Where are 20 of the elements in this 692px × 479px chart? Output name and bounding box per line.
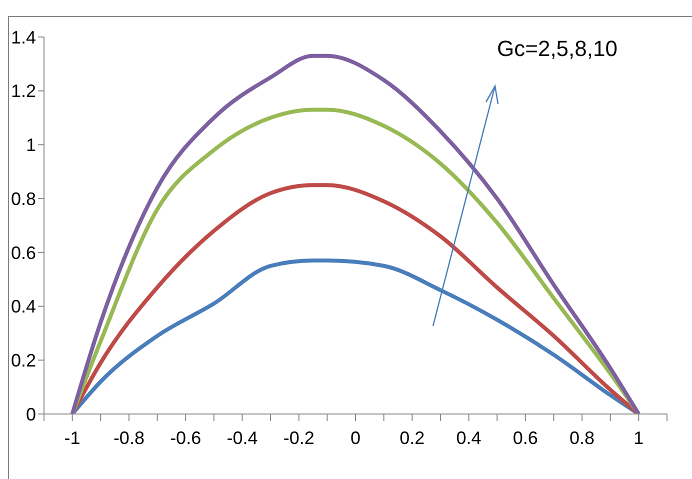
x-tick-label: -0.6 [170,428,202,448]
x-tick-label: 0.2 [400,428,425,448]
annotation: Gc=2,5,8,10 [497,36,618,62]
x-tick-label: 1 [634,428,644,448]
y-tick-label: 1.4 [10,27,36,48]
y-tick-label: 0.6 [10,242,36,263]
x-tick-label: 0.8 [570,428,595,448]
y-tick-label: 1 [26,135,36,156]
x-tick-label: -1 [64,428,80,448]
y-tick-label: 0.2 [10,350,36,371]
x-tick-label: -0.8 [113,428,144,448]
x-tick-label: -0.2 [283,428,314,448]
x-tick-label: -0.4 [226,428,258,448]
y-tick-label: 0.8 [10,188,36,209]
x-tick-label: 0.4 [456,428,482,448]
y-tick-label: 1.2 [10,81,36,102]
y-tick-label: 0.4 [10,296,36,317]
x-tick-label: 0 [350,428,361,448]
y-tick-label: 0 [26,404,36,424]
x-tick-label: 0.6 [512,428,538,448]
